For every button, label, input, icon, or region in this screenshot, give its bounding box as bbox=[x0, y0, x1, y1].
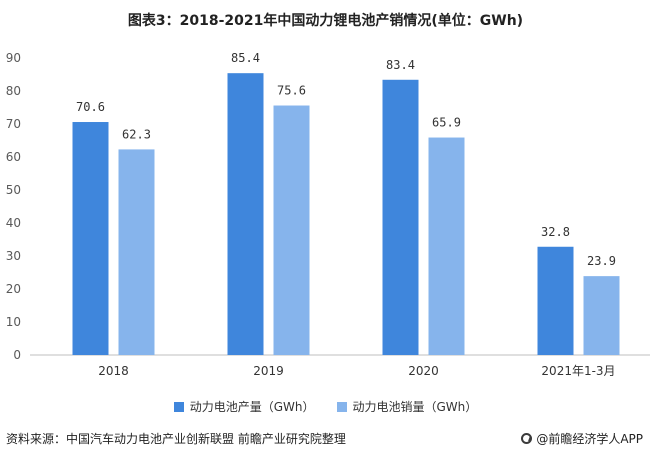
data-label: 70.6 bbox=[76, 100, 105, 114]
bar-chart: 0 10 20 30 40 50 60 70 80 90 70.6 62.3 2018 85.4 75.6 2… bbox=[6, 51, 650, 378]
y-tick-label: 30 bbox=[6, 249, 21, 263]
y-tick-label: 80 bbox=[6, 84, 21, 98]
chart-legend: 动力电池产量（GWh） 动力电池销量（GWh） bbox=[0, 398, 651, 415]
bar-production bbox=[227, 73, 264, 356]
y-tick-label: 90 bbox=[6, 51, 21, 65]
legend-swatch-production bbox=[173, 401, 184, 412]
brand-credit: @前瞻经济学人APP bbox=[521, 430, 643, 447]
y-tick-label: 0 bbox=[13, 348, 21, 362]
data-label: 23.9 bbox=[587, 254, 616, 268]
bar-sales bbox=[118, 149, 155, 355]
bar-production bbox=[382, 79, 419, 355]
legend-label-sales: 动力电池销量（GWh） bbox=[352, 400, 478, 414]
legend-label-production: 动力电池产量（GWh） bbox=[189, 400, 315, 414]
brand-text: @前瞻经济学人APP bbox=[536, 432, 643, 446]
y-tick-label: 60 bbox=[6, 150, 21, 164]
x-tick-label: 2019 bbox=[253, 364, 284, 378]
y-tick-label: 50 bbox=[6, 183, 21, 197]
data-label: 85.4 bbox=[231, 51, 260, 65]
y-tick-label: 40 bbox=[6, 216, 21, 230]
legend-item-production: 动力电池产量（GWh） bbox=[173, 398, 315, 415]
data-label: 83.4 bbox=[386, 58, 415, 72]
bar-sales bbox=[583, 276, 620, 355]
y-tick-label: 70 bbox=[6, 117, 21, 131]
y-tick-label: 20 bbox=[6, 282, 21, 296]
bar-production bbox=[72, 122, 109, 356]
data-label: 62.3 bbox=[122, 127, 151, 141]
x-tick-label: 2020 bbox=[408, 364, 439, 378]
legend-item-sales: 动力电池销量（GWh） bbox=[336, 398, 478, 415]
source-note: 资料来源：中国汽车动力电池产业创新联盟 前瞻产业研究院整理 bbox=[6, 432, 346, 446]
bar-sales bbox=[428, 137, 465, 355]
data-label: 75.6 bbox=[277, 84, 306, 98]
x-tick-label: 2018 bbox=[98, 364, 129, 378]
data-label: 32.8 bbox=[541, 225, 570, 239]
chart-title: 图表3：2018-2021年中国动力锂电池产销情况(单位：GWh) bbox=[127, 13, 524, 29]
brand-logo-icon bbox=[521, 433, 533, 444]
data-label: 65.9 bbox=[432, 116, 461, 130]
legend-swatch-sales bbox=[336, 401, 347, 412]
bar-sales bbox=[273, 105, 310, 356]
y-tick-label: 10 bbox=[6, 315, 21, 329]
bar-production bbox=[537, 246, 574, 355]
x-tick-label: 2021年1-3月 bbox=[541, 364, 615, 378]
